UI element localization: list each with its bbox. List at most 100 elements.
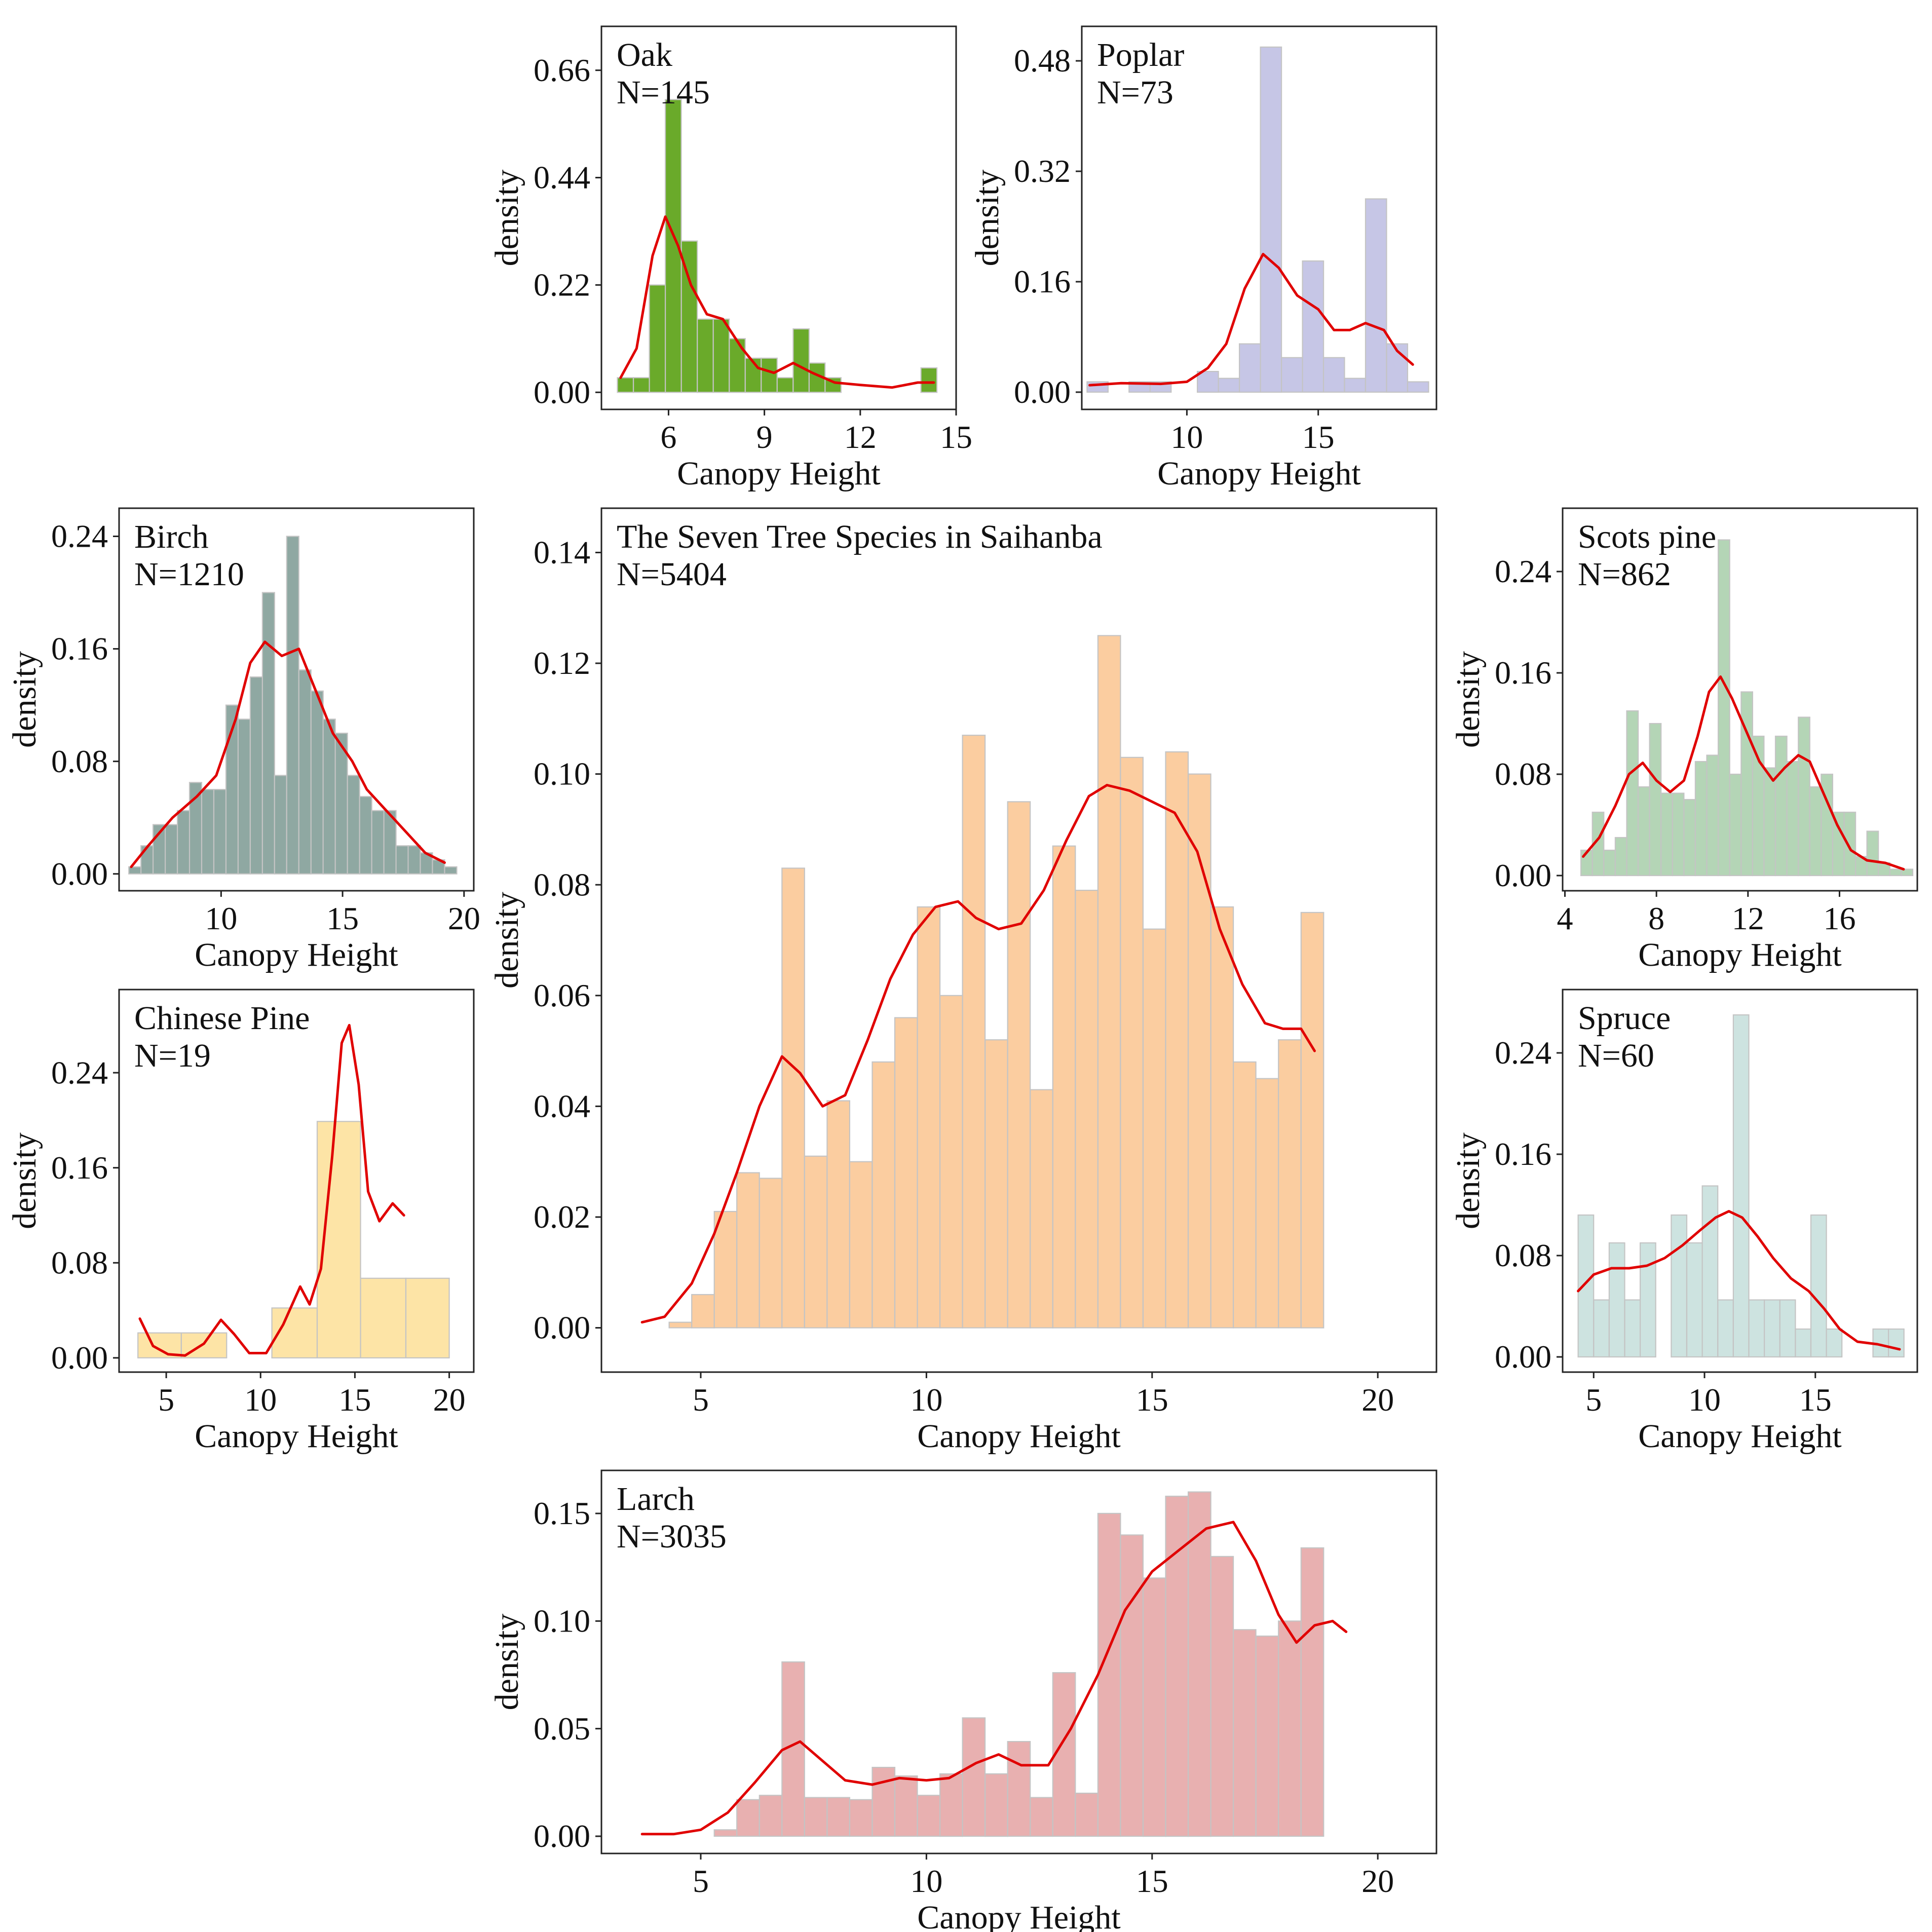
x-tick-label: 15 bbox=[1799, 1382, 1832, 1418]
histogram-bar bbox=[1832, 811, 1845, 877]
x-axis: 10 15 bbox=[1170, 409, 1335, 455]
histogram-bar bbox=[1795, 1328, 1812, 1358]
density-curve-scots bbox=[1582, 675, 1905, 870]
panel-sample-size: N=19 bbox=[134, 1037, 211, 1074]
histogram-bar bbox=[1300, 912, 1324, 1329]
histogram-bar bbox=[1188, 773, 1211, 1329]
histogram-bar bbox=[1809, 786, 1822, 877]
panel-sample-size: N=862 bbox=[1578, 556, 1671, 593]
bars-spruce bbox=[1577, 1014, 1905, 1358]
histogram-bar bbox=[1233, 1629, 1257, 1837]
histogram-bar bbox=[1624, 1299, 1641, 1358]
density-curve-oak bbox=[619, 215, 935, 389]
x-axis-label: Canopy Height bbox=[195, 936, 398, 973]
density-curve-spruce bbox=[1577, 1210, 1901, 1351]
y-tick-label: 0.48 bbox=[1014, 43, 1071, 79]
plot-frame bbox=[118, 989, 475, 1373]
histogram-bar bbox=[165, 824, 178, 875]
x-tick-label: 15 bbox=[1136, 1382, 1168, 1418]
x-tick-label: 10 bbox=[244, 1382, 277, 1418]
bars-scots bbox=[1580, 539, 1914, 877]
density-curve-larch bbox=[640, 1521, 1348, 1836]
histogram-bar bbox=[872, 1767, 896, 1837]
plot-frame bbox=[1562, 989, 1918, 1373]
plot-frame bbox=[600, 507, 1437, 1373]
y-tick-label: 0.44 bbox=[534, 160, 590, 196]
histogram-bar bbox=[1577, 1214, 1595, 1358]
histogram-bar bbox=[1075, 1793, 1098, 1837]
histogram-bar bbox=[962, 734, 986, 1329]
histogram-bar bbox=[201, 788, 215, 875]
histogram-bar bbox=[826, 1100, 851, 1329]
histogram-bar bbox=[1706, 754, 1719, 877]
histogram-bar bbox=[984, 1773, 1008, 1837]
x-tick-label: 5 bbox=[158, 1382, 174, 1418]
histogram-bar bbox=[1097, 1512, 1121, 1837]
chart-panel-seven: 0.00 0.02 0.04 0.06 0.08 0.10 0.12 0.14 5 10 15 20 C… bbox=[488, 507, 1437, 1455]
histogram-bar bbox=[1239, 343, 1261, 393]
density-curve-birch bbox=[130, 640, 446, 868]
histogram-bar bbox=[1701, 1185, 1719, 1358]
x-axis-label: Canopy Height bbox=[1638, 936, 1841, 973]
y-tick-label: 0.04 bbox=[534, 1088, 590, 1124]
y-tick-label: 0.10 bbox=[534, 756, 590, 792]
bars-chinese bbox=[137, 1121, 450, 1359]
y-axis-label: density bbox=[6, 1132, 43, 1229]
histogram-bar bbox=[1826, 1328, 1843, 1358]
plot-frame bbox=[1081, 25, 1437, 410]
histogram-bar bbox=[347, 775, 360, 875]
histogram-bar bbox=[1779, 1299, 1796, 1358]
histogram-bar bbox=[1732, 1014, 1750, 1358]
histogram-bar bbox=[691, 1294, 715, 1329]
x-tick-label: 20 bbox=[433, 1382, 466, 1418]
y-axis: 0.00 0.22 0.44 0.66 bbox=[534, 52, 601, 410]
histogram-bar bbox=[1683, 799, 1696, 877]
x-axis-label: Canopy Height bbox=[1157, 455, 1360, 492]
histogram-bar bbox=[1052, 845, 1076, 1329]
y-tick-label: 0.08 bbox=[51, 1244, 108, 1280]
histogram-bar bbox=[984, 1039, 1008, 1329]
panel-title: Oak bbox=[617, 36, 672, 73]
y-tick-label: 0.12 bbox=[534, 645, 590, 681]
y-axis: 0.00 0.08 0.16 0.24 bbox=[1495, 553, 1563, 893]
x-axis: 5 10 15 20 bbox=[693, 1372, 1394, 1418]
histogram-bar bbox=[383, 810, 397, 875]
panel-sample-size: N=1210 bbox=[134, 556, 244, 593]
histogram-bar bbox=[894, 1017, 918, 1329]
y-tick-label: 0.22 bbox=[534, 267, 590, 303]
density-curve-seven bbox=[640, 784, 1316, 1324]
histogram-bar bbox=[1030, 1089, 1053, 1329]
plot-frame bbox=[600, 25, 957, 410]
bars-poplar bbox=[1086, 46, 1429, 393]
histogram-bar bbox=[759, 1178, 783, 1329]
panel-title: Larch bbox=[617, 1481, 695, 1518]
y-tick-label: 0.24 bbox=[51, 1054, 108, 1090]
histogram-bar bbox=[962, 1717, 986, 1837]
histogram-bar bbox=[729, 338, 746, 393]
histogram-bar bbox=[334, 732, 348, 875]
histogram-bar bbox=[1729, 773, 1742, 877]
histogram-bar bbox=[920, 367, 938, 393]
x-tick-label: 12 bbox=[844, 419, 877, 455]
plot-frame bbox=[1562, 507, 1918, 892]
histogram-bar bbox=[444, 866, 458, 875]
x-tick-label: 10 bbox=[1170, 419, 1203, 455]
histogram-bar bbox=[1365, 198, 1387, 393]
y-tick-label: 0.00 bbox=[1014, 374, 1071, 410]
panel-sample-size: N=60 bbox=[1578, 1037, 1654, 1074]
x-tick-label: 5 bbox=[693, 1863, 709, 1899]
x-tick-label: 10 bbox=[910, 1863, 942, 1899]
histogram-bar bbox=[395, 845, 409, 875]
histogram-bar bbox=[1255, 1635, 1279, 1837]
histogram-bar bbox=[359, 795, 372, 875]
histogram-bar bbox=[1660, 792, 1673, 877]
y-axis-label: density bbox=[488, 170, 525, 267]
histogram-bar bbox=[405, 1277, 450, 1359]
histogram-bar bbox=[1748, 1299, 1765, 1358]
y-axis-label: density bbox=[488, 1614, 525, 1711]
histogram-bar bbox=[1640, 1242, 1656, 1358]
histogram-bar bbox=[792, 328, 810, 393]
histogram-bar bbox=[1260, 46, 1282, 393]
x-axis: 5 10 15 20 bbox=[693, 1853, 1394, 1899]
